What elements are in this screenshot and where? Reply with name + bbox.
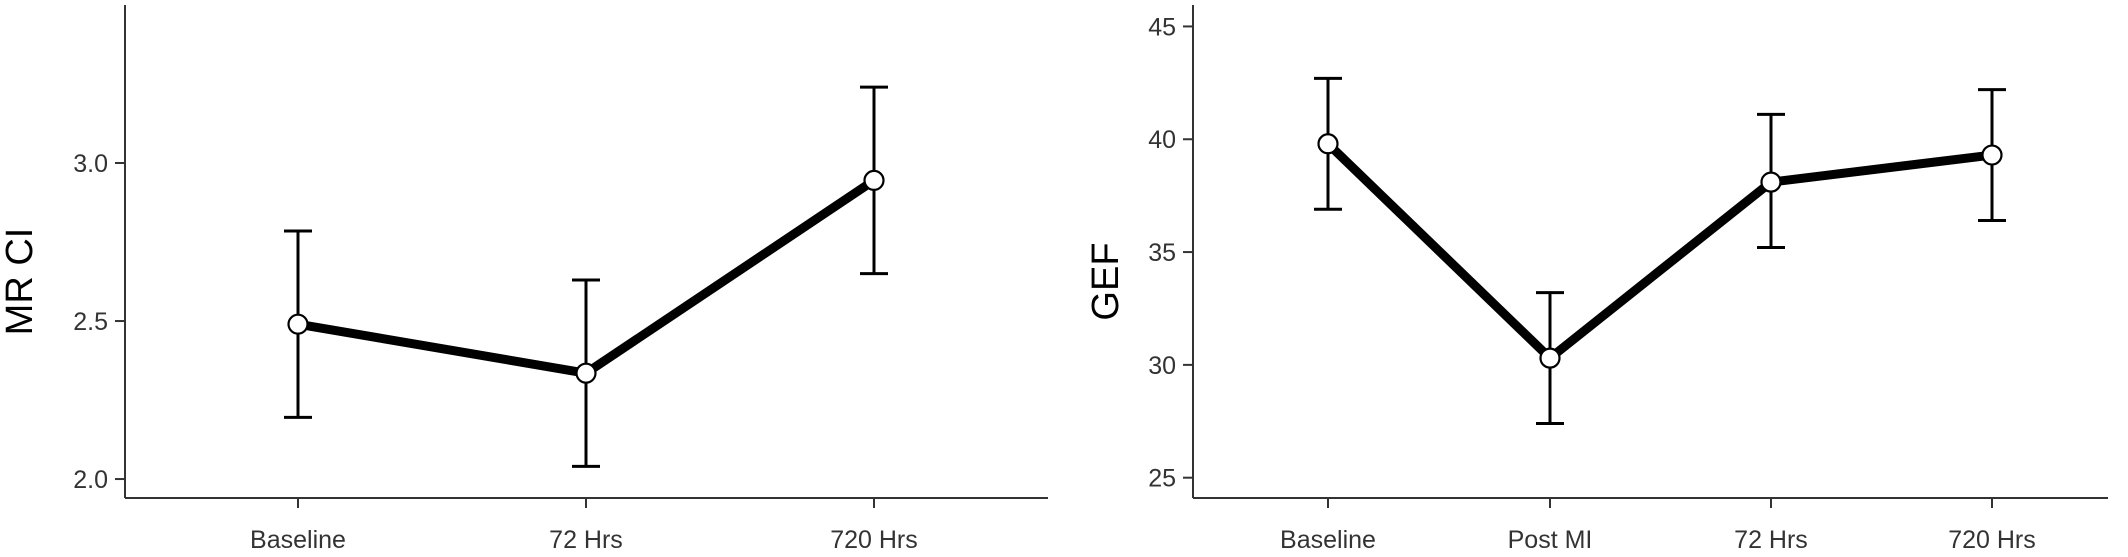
data-point	[1981, 144, 2003, 166]
chart-mr-ci: 2.0 2.5 3.0 Baseline 72 Hrs 720 Hrs MR CI	[0, 5, 1048, 554]
series-line	[1323, 139, 1997, 363]
y-tick-label: 35	[1148, 239, 1176, 267]
data-point	[863, 169, 885, 191]
y-tick-label: 25	[1148, 465, 1176, 493]
chart-gef: 25 30 35 40 45 Baseline Post MI 72 Hrs 720 Hrs GE…	[1085, 5, 2108, 554]
data-point	[1317, 133, 1339, 155]
x-tick-label: 72 Hrs	[1734, 526, 1808, 554]
x-tick-label: 72 Hrs	[549, 526, 623, 554]
data-point	[575, 362, 597, 384]
x-tick-label: Post MI	[1508, 526, 1593, 554]
y-tick-label: 2.0	[73, 466, 108, 494]
y-tick-label: 2.5	[73, 308, 108, 336]
y-tick-label: 40	[1148, 126, 1176, 154]
x-tick-label: Baseline	[250, 526, 346, 554]
y-axis-title: GEF	[1085, 242, 1127, 320]
x-tick-label: 720 Hrs	[1948, 526, 2036, 554]
y-axis-title: MR CI	[0, 228, 41, 336]
data-point	[287, 313, 309, 335]
x-tick-label: Baseline	[1280, 526, 1376, 554]
x-tick-label: 720 Hrs	[830, 526, 918, 554]
y-tick-label: 3.0	[73, 150, 108, 178]
y-tick-label: 45	[1148, 13, 1176, 41]
data-point	[1760, 171, 1782, 193]
data-point	[1539, 347, 1561, 369]
y-tick-label: 30	[1148, 352, 1176, 380]
